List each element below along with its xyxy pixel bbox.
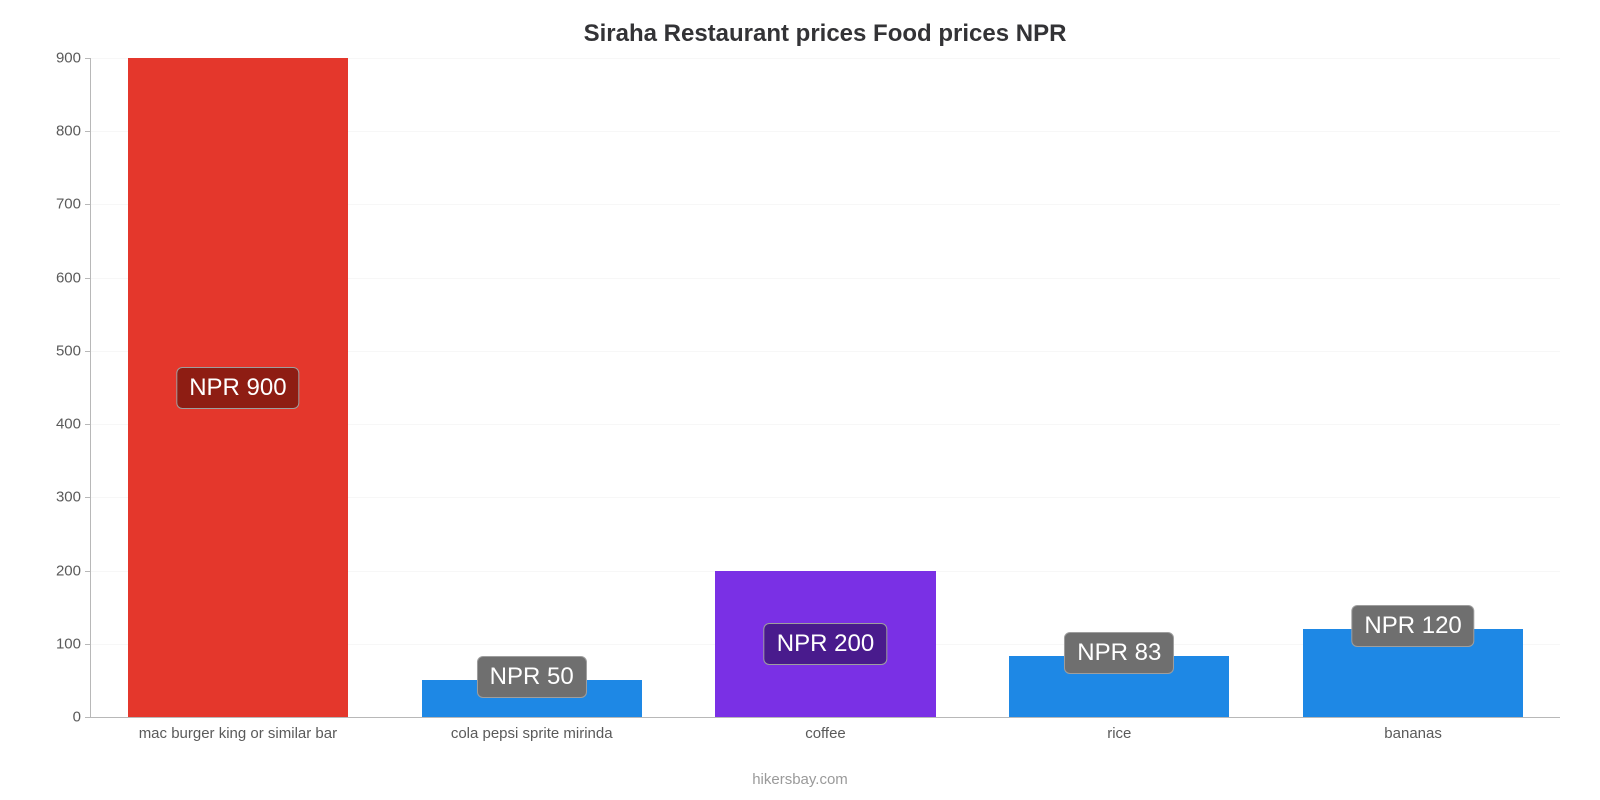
bar-slot: NPR 83rice bbox=[972, 58, 1266, 717]
attribution-text: hikersbay.com bbox=[0, 771, 1600, 788]
value-badge: NPR 900 bbox=[176, 367, 299, 409]
x-axis-label: cola pepsi sprite mirinda bbox=[385, 717, 679, 742]
chart-title: Siraha Restaurant prices Food prices NPR bbox=[90, 20, 1560, 48]
bars-group: NPR 900mac burger king or similar barNPR… bbox=[91, 58, 1560, 717]
bar-slot: NPR 50cola pepsi sprite mirinda bbox=[385, 58, 679, 717]
value-badge: NPR 200 bbox=[764, 623, 887, 665]
x-axis-label: bananas bbox=[1266, 717, 1560, 742]
bar: NPR 50 bbox=[422, 680, 642, 717]
bar: NPR 200 bbox=[715, 571, 935, 717]
value-badge: NPR 120 bbox=[1351, 605, 1474, 647]
y-tick-label: 400 bbox=[56, 416, 91, 433]
value-badge: NPR 83 bbox=[1064, 632, 1174, 674]
x-axis-label: mac burger king or similar bar bbox=[91, 717, 385, 742]
y-tick-label: 200 bbox=[56, 562, 91, 579]
y-tick-label: 900 bbox=[56, 50, 91, 67]
bar-slot: NPR 120bananas bbox=[1266, 58, 1560, 717]
bar: NPR 120 bbox=[1303, 629, 1523, 717]
y-tick-label: 0 bbox=[73, 709, 91, 726]
x-axis-label: coffee bbox=[679, 717, 973, 742]
bar: NPR 900 bbox=[128, 58, 348, 717]
y-tick-label: 300 bbox=[56, 489, 91, 506]
value-badge: NPR 50 bbox=[477, 656, 587, 698]
y-tick-label: 100 bbox=[56, 635, 91, 652]
y-tick-label: 500 bbox=[56, 342, 91, 359]
y-tick-label: 600 bbox=[56, 269, 91, 286]
chart-container: Siraha Restaurant prices Food prices NPR… bbox=[0, 0, 1600, 800]
bar-slot: NPR 200coffee bbox=[679, 58, 973, 717]
plot-area: 0100200300400500600700800900 NPR 900mac … bbox=[90, 58, 1560, 718]
y-tick-label: 800 bbox=[56, 123, 91, 140]
y-tick-label: 700 bbox=[56, 196, 91, 213]
bar-slot: NPR 900mac burger king or similar bar bbox=[91, 58, 385, 717]
bar: NPR 83 bbox=[1009, 656, 1229, 717]
x-axis-label: rice bbox=[972, 717, 1266, 742]
